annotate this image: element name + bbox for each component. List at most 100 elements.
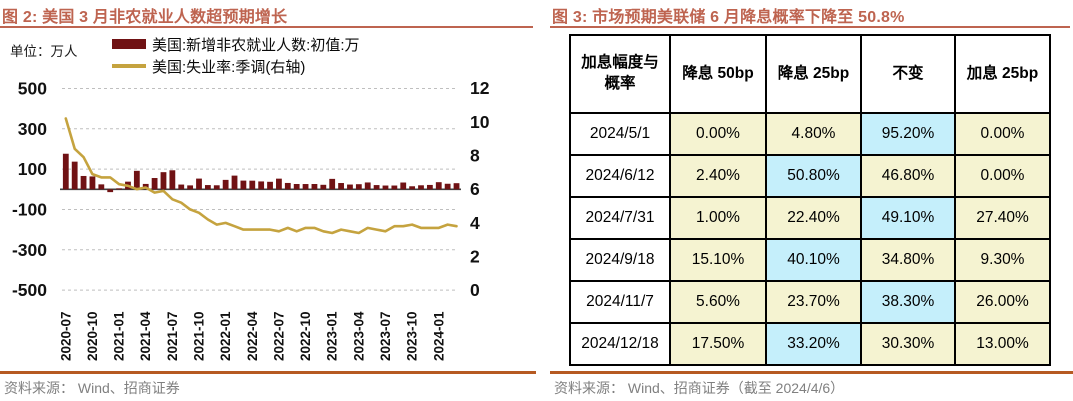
payroll-bar <box>355 184 362 190</box>
payroll-bar <box>453 183 460 190</box>
payroll-bar <box>222 179 229 190</box>
probability-cell: 30.30% <box>860 322 956 366</box>
payroll-bar <box>80 175 87 190</box>
table-header-cell: 降息 50bp <box>669 34 767 114</box>
payroll-bar <box>240 180 247 190</box>
probability-cell: 9.30% <box>954 238 1051 282</box>
payroll-bar <box>178 184 185 190</box>
legend-row-unemployment: 美国:失业率:季调(右轴) <box>112 55 360 77</box>
y-axis-left-tick: -300 <box>12 240 47 260</box>
table-header-cell: 降息 25bp <box>765 34 862 114</box>
payroll-bar <box>187 185 194 190</box>
table-row: 2024/7/31 1.00% 22.40% 49.10% 27.40% <box>569 196 1051 240</box>
probability-cell: 1.00% <box>669 196 767 240</box>
table-header-text: 加息幅度与 <box>581 54 659 72</box>
x-axis-tick: 2023-10 <box>405 311 420 361</box>
probability-cell: 27.40% <box>954 196 1051 240</box>
probability-cell-highlighted: 50.80% <box>765 154 862 198</box>
table-header-cell: 加息 25bp <box>954 34 1051 114</box>
payroll-bar <box>302 184 309 190</box>
payroll-bar <box>169 170 176 190</box>
payroll-bar <box>213 185 220 190</box>
meeting-date-cell: 2024/5/1 <box>569 112 671 156</box>
payroll-bar <box>71 161 78 190</box>
probability-cell: 4.80% <box>765 112 862 156</box>
chart-unit-label: 单位：万人 <box>10 44 78 59</box>
payrolls-bar-swatch-icon <box>112 39 146 49</box>
payroll-bar <box>151 178 158 190</box>
x-axis-tick: 2021-01 <box>112 311 127 361</box>
meeting-date-cell: 2024/7/31 <box>569 196 671 240</box>
probability-cell: 0.00% <box>669 112 767 156</box>
y-axis-left-tick: 500 <box>18 78 47 98</box>
x-axis-tick: 2020-10 <box>85 311 100 361</box>
y-axis-left-tick: 300 <box>18 119 47 139</box>
payroll-bar <box>258 181 265 190</box>
table-header-text: 概率 <box>604 75 636 92</box>
payroll-bar <box>347 184 353 190</box>
probability-cell: 26.00% <box>954 280 1051 324</box>
payroll-bar <box>98 184 105 190</box>
unemployment-legend-label: 美国:失业率:季调(右轴) <box>152 58 306 76</box>
payroll-bar <box>444 183 451 190</box>
x-axis-tick: 2022-01 <box>218 311 233 361</box>
x-axis-tick: 2020-07 <box>58 311 73 361</box>
rate-probability-table: 加息幅度与 概率 降息 50bp 降息 25bp 不变 加息 25bp 2024/5/1 0… <box>569 34 1051 366</box>
meeting-date-cell: 2024/6/12 <box>569 154 671 198</box>
payroll-bar <box>62 153 69 190</box>
payroll-bar <box>364 182 371 190</box>
x-axis-tick: 2022-04 <box>245 311 260 361</box>
probability-cell: 46.80% <box>860 154 956 198</box>
y-axis-left-tick: 100 <box>18 159 47 179</box>
y-axis-right-tick: 6 <box>470 179 480 199</box>
payroll-bar <box>382 185 389 190</box>
probability-cell: 0.00% <box>954 154 1051 198</box>
x-axis-tick: 2023-04 <box>351 311 366 361</box>
payroll-bar <box>267 181 273 190</box>
probability-cell: 2.40% <box>669 154 767 198</box>
payrolls-legend-label: 美国:新增非农就业人数:初值:万 <box>152 36 360 54</box>
figure3-title: 图 3: 市场预期美联储 6 月降息概率下降至 50.8% <box>552 9 905 26</box>
unemployment-line-swatch-icon <box>112 64 146 68</box>
meeting-date-cell: 2024/9/18 <box>569 238 671 282</box>
table-row: 2024/5/1 0.00% 4.80% 95.20% 0.00% <box>569 112 1051 156</box>
payroll-bar <box>435 182 442 190</box>
x-axis-tick: 2023-07 <box>378 311 393 361</box>
table-row: 2024/11/7 5.60% 23.70% 38.30% 26.00% <box>569 280 1051 324</box>
payroll-bar <box>107 189 114 193</box>
meeting-date-cell: 2024/11/7 <box>569 280 671 324</box>
probability-cell-highlighted: 33.20% <box>765 322 862 366</box>
payroll-bar <box>133 170 140 190</box>
table-row: 2024/9/18 15.10% 40.10% 34.80% 9.30% <box>569 238 1051 282</box>
y-axis-right-tick: 4 <box>470 213 480 233</box>
x-axis-tick: 2021-10 <box>192 311 207 361</box>
probability-cell-highlighted: 38.30% <box>860 280 956 324</box>
payroll-bar <box>284 182 291 190</box>
payroll-bar <box>338 183 344 190</box>
payroll-bar <box>418 185 424 190</box>
x-axis-tick: 2021-04 <box>138 311 153 361</box>
y-axis-left-tick: -100 <box>12 199 47 219</box>
table-row: 2024/12/18 17.50% 33.20% 30.30% 13.00% <box>569 322 1051 366</box>
y-axis-right-tick: 0 <box>470 280 480 300</box>
payroll-bar <box>249 180 256 190</box>
figure3-title-rule <box>550 26 1070 28</box>
y-axis-left-tick: -500 <box>12 280 47 300</box>
y-axis-right-tick: 2 <box>470 247 480 267</box>
nfp-unemployment-chart: 500 300 100 -100 -300 -500 12 10 8 6 4 2 0 2020-07 202… <box>12 78 490 361</box>
payroll-bar <box>329 178 336 190</box>
figure3-panel: 图 3: 市场预期美联储 6 月降息概率下降至 50.8% 加息幅度与概率 降息 … <box>550 0 1073 401</box>
probability-cell: 15.10% <box>669 238 767 282</box>
figure2-title-rule <box>0 26 533 28</box>
table-header-cell: 不变 <box>860 34 956 114</box>
probability-cell-highlighted: 95.20% <box>860 112 956 156</box>
figure2-source: 资料来源： Wind、招商证券 <box>4 380 180 396</box>
payroll-bar <box>373 185 380 190</box>
table-header-row: 加息幅度与概率 降息 50bp 降息 25bp 不变 加息 25bp <box>569 34 1051 114</box>
figure3-source: 资料来源： Wind、招商证券（截至 2024/4/6） <box>554 380 845 396</box>
chart-legend: 美国:新增非农就业人数:初值:万 美国:失业率:季调(右轴) <box>112 33 360 77</box>
x-axis-tick: 2021-07 <box>165 311 180 361</box>
x-axis-tick: 2024-01 <box>431 311 446 361</box>
payroll-bar <box>231 175 238 190</box>
probability-cell-highlighted: 40.10% <box>765 238 862 282</box>
